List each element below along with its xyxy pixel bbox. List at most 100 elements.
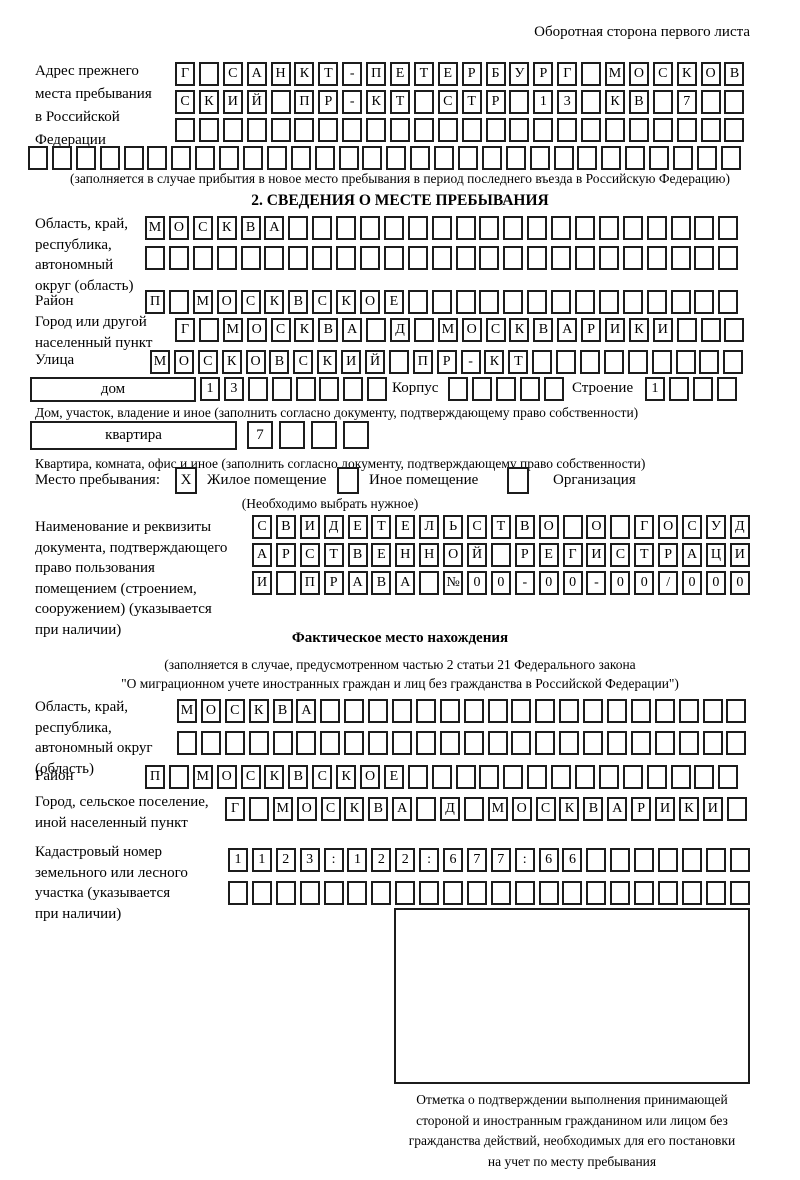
char-cell — [724, 318, 745, 342]
char-cell — [463, 731, 484, 755]
char-cell — [383, 246, 404, 270]
char-cell — [527, 290, 548, 314]
char-cell — [646, 216, 667, 240]
char-cell: 7 — [247, 421, 273, 449]
char-cell: К — [509, 318, 530, 342]
char-cell: К — [484, 350, 505, 374]
label-line: иной населенный пункт — [35, 814, 188, 831]
char-cell — [347, 881, 368, 905]
char-cell: Р — [461, 62, 482, 86]
char-cell — [264, 246, 285, 270]
char-cell — [503, 246, 524, 270]
char-cell: О — [628, 62, 649, 86]
char-cell: И — [299, 515, 320, 539]
char-cell — [168, 246, 189, 270]
char-cell: Н — [395, 543, 416, 567]
char-cell — [290, 146, 311, 170]
char-cell — [681, 848, 702, 872]
char-cell — [678, 731, 699, 755]
char-cell: Т — [390, 90, 411, 114]
char-cell: - — [514, 571, 535, 595]
fact-location-note-2: "О миграционном учете иностранных гражда… — [121, 676, 679, 691]
char-cell — [575, 246, 596, 270]
char-cell: И — [652, 318, 673, 342]
char-cell: К — [676, 62, 697, 86]
apartment-box-label: квартира — [30, 421, 237, 450]
char-cell: К — [248, 699, 269, 723]
char-cell: П — [294, 90, 315, 114]
char-cell: Р — [514, 543, 535, 567]
char-cell — [700, 118, 721, 142]
street-label: Улица — [35, 352, 75, 368]
stay-type-label: Место пребывания: — [35, 472, 160, 488]
char-cell: П — [299, 571, 320, 595]
char-cell — [168, 765, 189, 789]
char-cell — [699, 350, 720, 374]
char-cell: К — [336, 290, 357, 314]
char-cell — [168, 290, 189, 314]
char-cell: Т — [508, 350, 529, 374]
label-line: на учет по месту пребывания — [487, 1153, 657, 1169]
char-cell — [200, 731, 221, 755]
stroenie-label: Строение — [572, 380, 634, 396]
char-cell: В — [533, 318, 554, 342]
char-cell: В — [240, 216, 261, 240]
char-cell — [342, 118, 363, 142]
char-cell — [543, 377, 564, 401]
char-cell — [702, 699, 723, 723]
char-cell — [673, 146, 694, 170]
char-cell: А — [347, 571, 368, 595]
other-premises-checkbox — [337, 467, 359, 494]
char-cell: П — [366, 62, 387, 86]
char-cell: С — [467, 515, 488, 539]
char-cell — [270, 90, 291, 114]
char-cell — [323, 881, 344, 905]
char-cell — [538, 881, 559, 905]
char-cell — [371, 881, 392, 905]
char-cell — [288, 216, 309, 240]
char-cell: Г — [225, 797, 245, 821]
char-cell — [362, 146, 383, 170]
char-cell — [198, 118, 219, 142]
char-cell — [448, 377, 468, 401]
char-cell — [485, 118, 506, 142]
char-cell: О — [461, 318, 482, 342]
char-cell — [705, 848, 726, 872]
char-cell: Е — [383, 765, 404, 789]
char-cell: 0 — [538, 571, 559, 595]
char-cell — [718, 765, 739, 789]
char-cell — [419, 881, 440, 905]
char-cell: А — [557, 318, 578, 342]
char-cell — [271, 377, 292, 401]
char-cell — [431, 216, 452, 240]
char-cell — [299, 881, 320, 905]
label-line: земельного или лесного — [35, 864, 188, 881]
char-cell — [622, 246, 643, 270]
char-cell — [670, 765, 691, 789]
char-cell — [312, 216, 333, 240]
char-cell — [607, 731, 628, 755]
char-cell — [581, 90, 602, 114]
apartment-number-row: 7 — [247, 421, 375, 449]
char-cell: 7 — [490, 848, 511, 872]
char-cell — [455, 246, 476, 270]
char-cell — [275, 571, 296, 595]
char-cell: С — [224, 699, 245, 723]
char-cell: К — [559, 797, 580, 821]
fact-location-note-1: (заполняется в случае, предусмотренном ч… — [164, 657, 636, 672]
char-cell — [670, 246, 691, 270]
char-cell — [652, 90, 673, 114]
char-cell — [28, 146, 48, 170]
char-cell — [410, 146, 431, 170]
char-cell: Й — [365, 350, 386, 374]
char-cell: В — [368, 797, 389, 821]
char-cell: Т — [323, 543, 344, 567]
char-cell: И — [222, 90, 243, 114]
char-cell — [532, 350, 553, 374]
char-cell — [487, 699, 508, 723]
char-cell: О — [246, 318, 267, 342]
char-cell — [251, 881, 272, 905]
char-cell: О — [173, 350, 194, 374]
